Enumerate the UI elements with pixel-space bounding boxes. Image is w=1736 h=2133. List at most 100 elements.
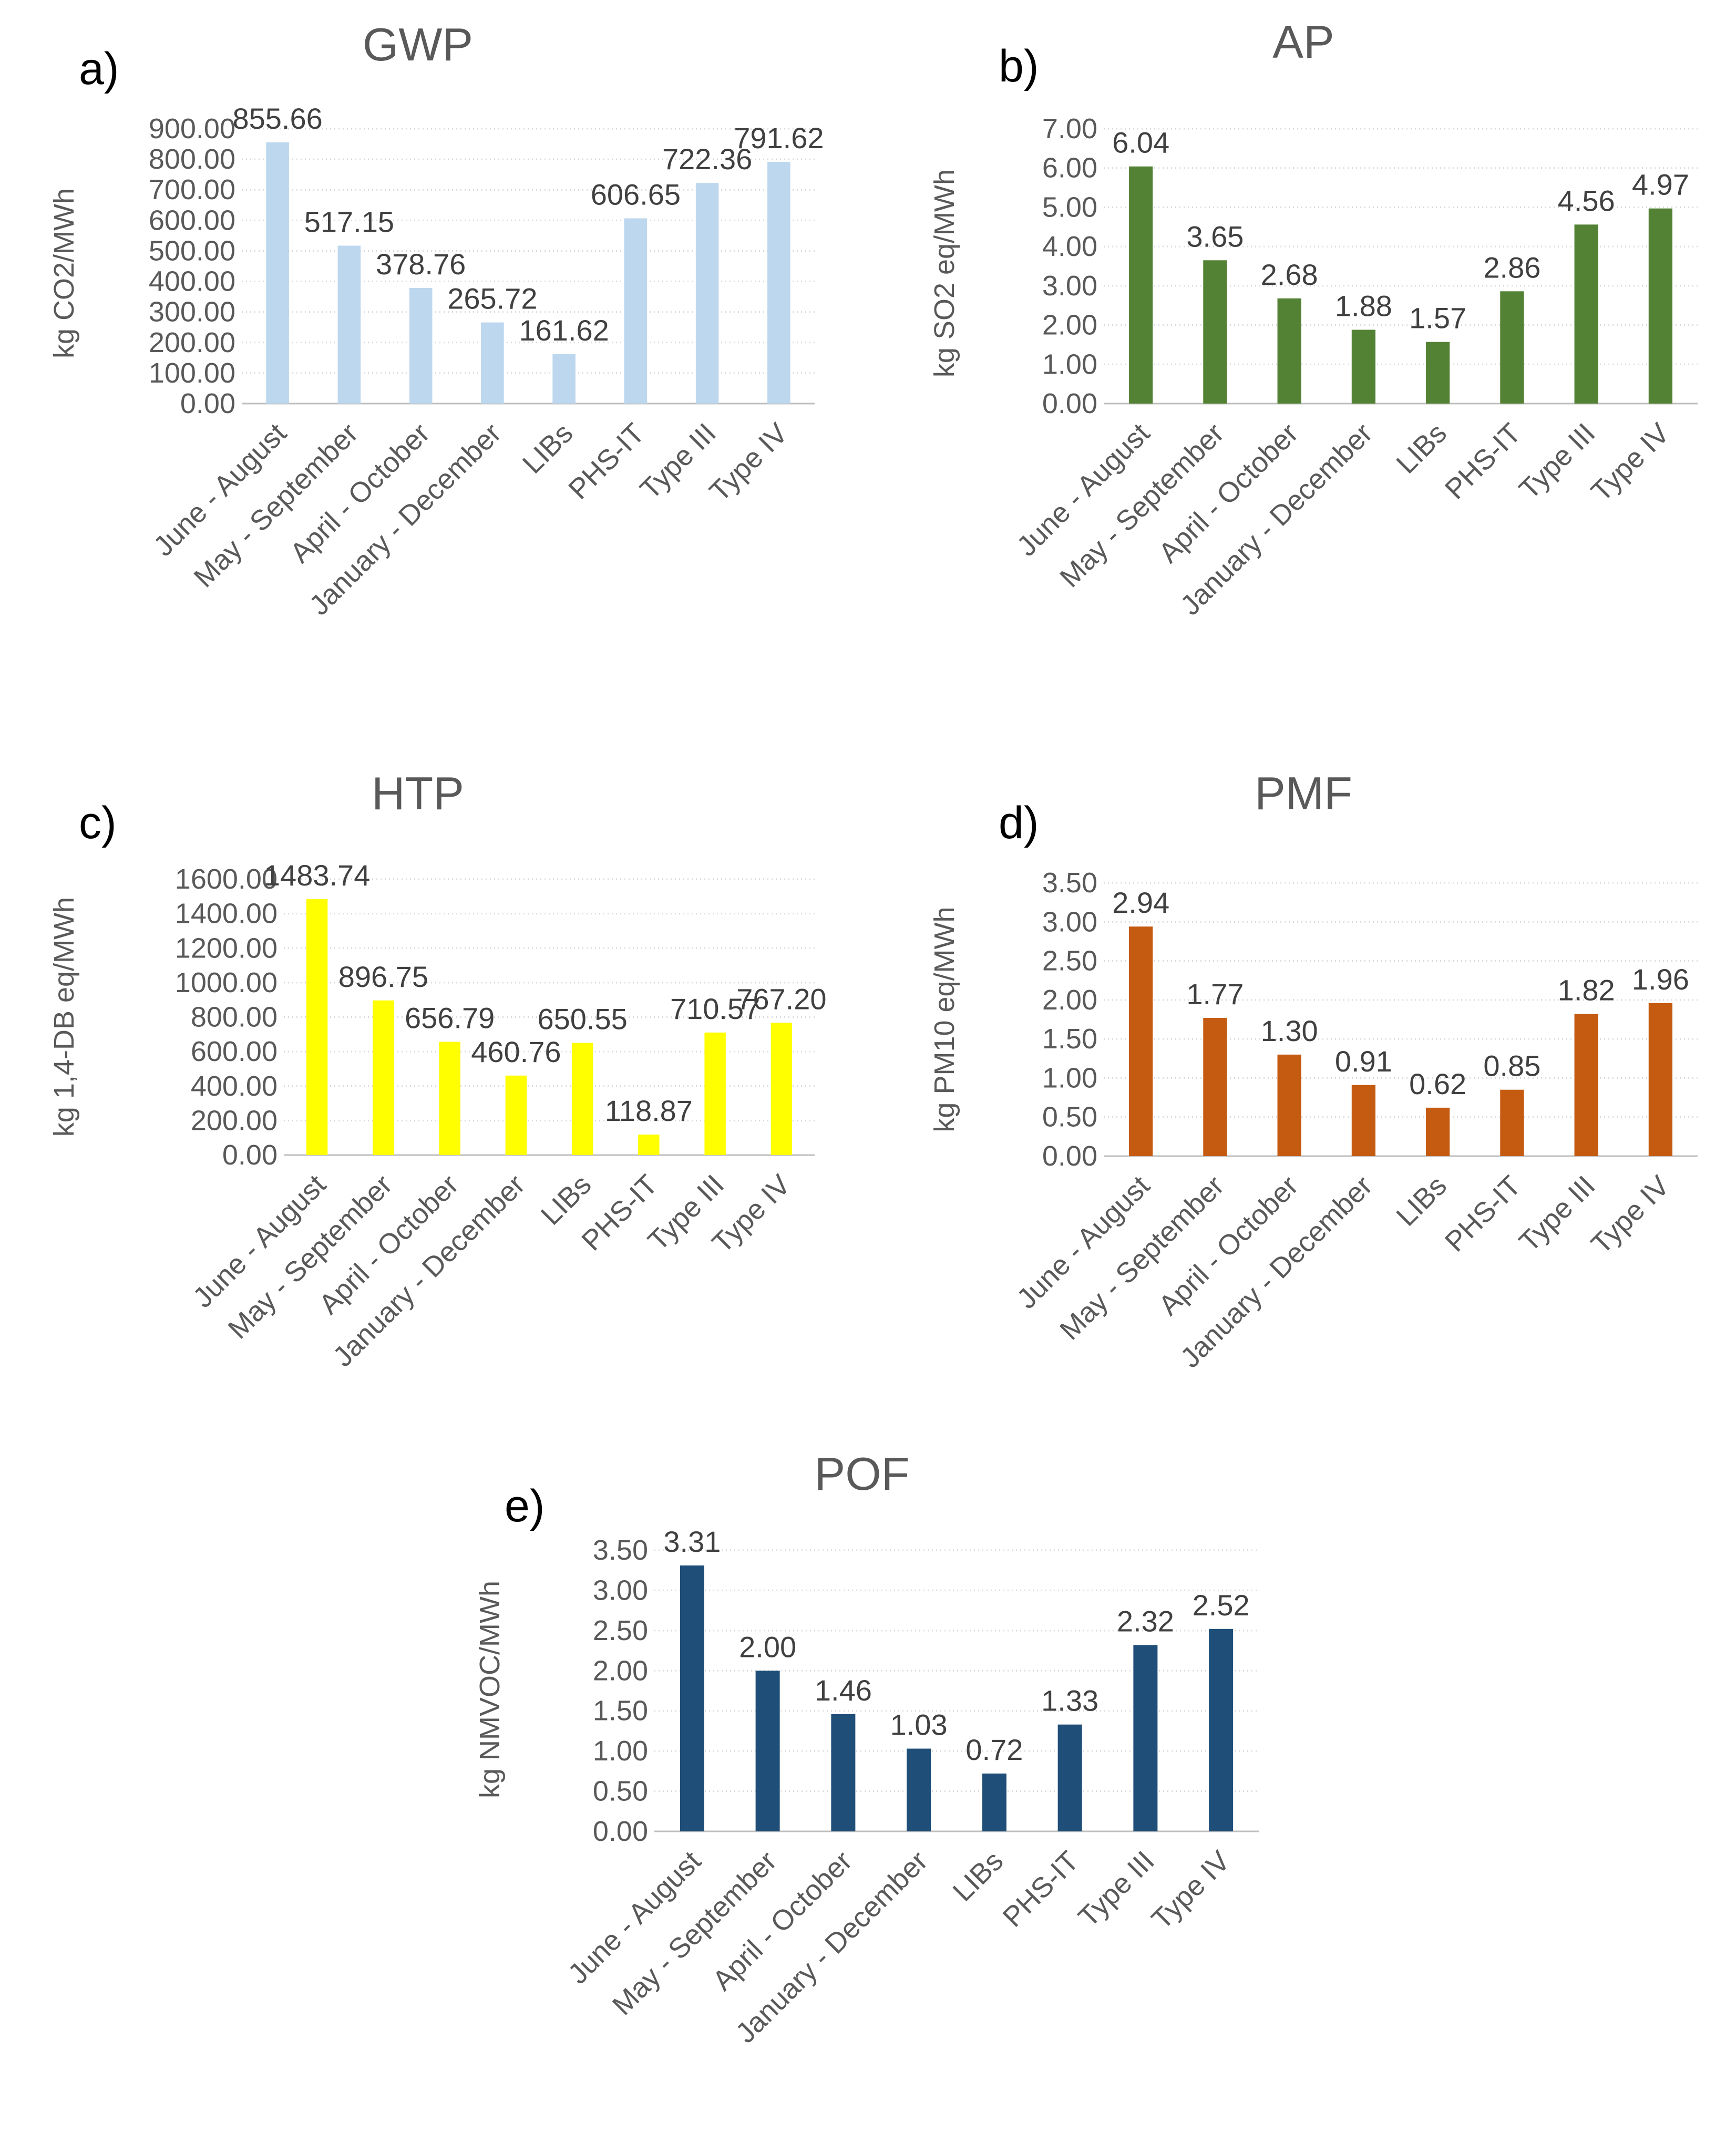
category-label-libs: LIBs (1390, 1170, 1453, 1232)
bar-june-august (1129, 166, 1153, 404)
y-tick-label: 0.00 (222, 1139, 278, 1171)
y-tick-label: 7.00 (1042, 113, 1097, 145)
bar-january-december (1351, 1085, 1375, 1156)
data-label-phs-it: 118.87 (605, 1094, 693, 1127)
y-tick-label: 200.00 (149, 327, 235, 358)
bar-april-october (439, 1042, 460, 1155)
bar-january-december (907, 1748, 931, 1831)
y-tick-label: 500.00 (149, 235, 235, 266)
y-tick-label: 2.00 (1042, 984, 1097, 1016)
chart-title: AP (1272, 16, 1334, 68)
data-label-april-october: 1.46 (815, 1674, 872, 1707)
chart-title: HTP (372, 767, 464, 819)
y-tick-label: 0.00 (1042, 388, 1097, 419)
bar-libs (552, 354, 576, 404)
bar-libs (1426, 342, 1450, 404)
bar-type-iii (1574, 224, 1598, 404)
bar-type-iii (695, 183, 719, 404)
y-tick-label: 800.00 (149, 143, 235, 175)
bar-libs (982, 1773, 1006, 1831)
category-label-type-iv: Type IV (1585, 1170, 1676, 1260)
data-label-june-august: 2.94 (1112, 886, 1169, 919)
y-tick-label: 6.00 (1042, 152, 1097, 184)
bar-phs-it (624, 218, 648, 404)
data-label-january-december: 460.76 (471, 1035, 561, 1068)
chart-panel-ap: b) AP kg SO2 eq/MWh 0.00 1.00 2.00 3.00 4.00 5.0… (929, 16, 1698, 621)
y-tick-label: 700.00 (149, 174, 235, 205)
data-label-libs: 161.62 (519, 314, 609, 347)
category-label-libs: LIBs (947, 1845, 1010, 1908)
bar-type-iv (1648, 208, 1672, 404)
y-axis-title: kg PM10 eq/MWh (929, 906, 960, 1132)
category-label-phs-it: PHS-IT (1439, 417, 1527, 506)
category-label-june-august: June - August (1011, 417, 1156, 562)
y-tick-label: 100.00 (149, 357, 235, 389)
category-label-type-iv: Type IV (703, 417, 794, 508)
y-tick-label: 600.00 (191, 1036, 278, 1067)
data-label-phs-it: 0.85 (1483, 1049, 1540, 1083)
panel-letter: b) (999, 41, 1039, 91)
bar-april-october (409, 287, 433, 404)
bar-may-september (337, 245, 361, 404)
bar-phs-it (1500, 1089, 1524, 1156)
data-label-january-december: 0.91 (1335, 1045, 1392, 1078)
bar-may-september (373, 1000, 394, 1155)
y-tick-label: 200.00 (191, 1105, 278, 1136)
y-tick-label: 2.00 (593, 1655, 648, 1686)
category-label-libs: LIBs (517, 417, 579, 480)
y-tick-label: 1200.00 (175, 932, 278, 964)
bar-libs (571, 1043, 593, 1155)
y-tick-label: 400.00 (191, 1070, 278, 1102)
category-label-june-august: June - August (1011, 1170, 1156, 1315)
bar-type-iv (1209, 1629, 1234, 1831)
category-label-june-august: June - August (562, 1845, 707, 1990)
y-tick-label: 2.50 (593, 1615, 648, 1646)
panel-letter: e) (505, 1481, 545, 1531)
y-tick-label: 0.00 (593, 1816, 648, 1847)
y-tick-label: 3.50 (593, 1534, 648, 1566)
data-label-may-september: 2.00 (739, 1630, 796, 1663)
data-label-january-december: 1.88 (1335, 290, 1392, 323)
data-label-april-october: 378.76 (376, 248, 466, 281)
y-tick-label: 0.50 (593, 1776, 648, 1807)
y-tick-label: 300.00 (149, 296, 235, 328)
bar-type-iii (1133, 1645, 1158, 1831)
chart-panel-pmf: d) PMF kg PM10 eq/MWh 0.00 0.50 1.00 1.50 2.00 2… (929, 767, 1698, 1374)
y-tick-label: 0.50 (1042, 1101, 1097, 1133)
bar-april-october (1277, 298, 1301, 404)
chart-panel-gwp: a) GWP kg CO2/MWh 0.00100.00200.00300.00400… (48, 18, 824, 621)
y-tick-label: 2.50 (1042, 945, 1097, 977)
y-axis-title: kg SO2 eq/MWh (929, 169, 960, 377)
y-tick-label: 3.00 (1042, 906, 1097, 937)
y-tick-label: 1000.00 (175, 967, 278, 998)
category-label-phs-it: PHS-IT (997, 1845, 1085, 1933)
data-label-april-october: 656.79 (405, 1001, 495, 1034)
y-tick-label: 900.00 (149, 113, 235, 145)
chart-title: POF (815, 1448, 910, 1500)
data-label-phs-it: 2.86 (1483, 251, 1540, 284)
data-label-type-iv: 4.97 (1632, 168, 1689, 201)
data-label-type-iv: 2.52 (1193, 1589, 1250, 1622)
category-label-type-iii: Type III (1513, 1170, 1601, 1258)
data-label-january-december: 1.03 (890, 1708, 948, 1742)
y-tick-label: 1.50 (593, 1695, 648, 1727)
data-label-type-iii: 2.32 (1117, 1604, 1174, 1637)
data-label-may-september: 3.65 (1186, 220, 1244, 253)
bar-may-september (1203, 260, 1227, 404)
bar-may-september (755, 1671, 780, 1831)
category-label-type-iv: Type IV (1585, 417, 1676, 508)
y-tick-label: 0.00 (1042, 1140, 1097, 1172)
y-tick-label: 3.50 (1042, 867, 1097, 899)
bar-june-august (306, 899, 328, 1155)
bar-april-october (831, 1714, 856, 1831)
chart-panel-htp: c) HTP kg 1,4-DB eq/MWh 0.00200.00400.00600… (48, 767, 827, 1373)
y-tick-label: 4.00 (1042, 231, 1097, 262)
chart-title: GWP (363, 18, 473, 70)
data-label-type-iv: 1.96 (1632, 963, 1689, 996)
bar-type-iv (1648, 1003, 1672, 1156)
data-label-libs: 0.72 (965, 1733, 1023, 1766)
panel-letter: c) (79, 798, 117, 848)
data-label-april-october: 2.68 (1261, 258, 1318, 291)
data-label-type-iv: 767.20 (736, 982, 826, 1015)
